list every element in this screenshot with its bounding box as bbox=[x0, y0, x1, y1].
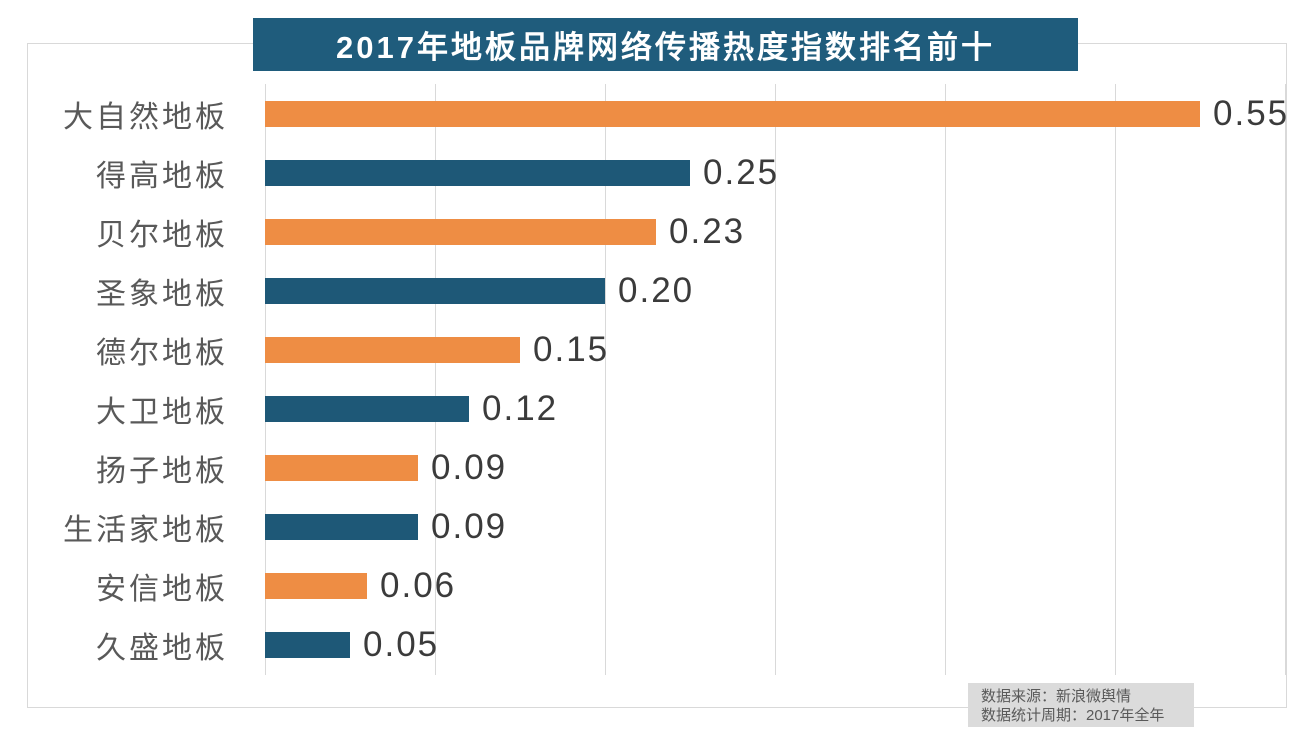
gridline bbox=[945, 84, 946, 675]
value-label: 0.12 bbox=[482, 389, 559, 429]
bar-row: 0.05 bbox=[265, 616, 1285, 675]
value-label: 0.09 bbox=[431, 448, 508, 488]
bar-row: 0.06 bbox=[265, 557, 1285, 616]
source-note-line2: 数据统计周期：2017年全年 bbox=[981, 707, 1165, 724]
category-label: 大自然地板 bbox=[63, 100, 228, 134]
category-axis: 大自然地板得高地板贝尔地板圣象地板德尔地板大卫地板扬子地板生活家地板安信地板久盛… bbox=[28, 84, 228, 675]
category-label: 得高地板 bbox=[96, 159, 228, 193]
gridline bbox=[605, 84, 606, 675]
category-label: 扬子地板 bbox=[96, 455, 228, 489]
bar-row: 0.55 bbox=[265, 84, 1287, 143]
bar-row: 0.25 bbox=[265, 143, 1285, 202]
gridline bbox=[435, 84, 436, 675]
bar bbox=[265, 514, 418, 541]
source-note: 数据来源：新浪微舆情 数据统计周期：2017年全年 bbox=[968, 683, 1194, 727]
bar bbox=[265, 100, 1200, 127]
gridline bbox=[265, 84, 266, 675]
bar-row: 0.12 bbox=[265, 380, 1285, 439]
value-label: 0.05 bbox=[363, 625, 440, 665]
bar-row: 0.20 bbox=[265, 261, 1285, 320]
plot-area: 0.55 0.25 0.23 0.20 0.15 0.12 0.09 0.09 0.06 0.05 bbox=[265, 84, 1287, 675]
category-label: 大卫地板 bbox=[96, 396, 228, 430]
bar bbox=[265, 455, 418, 482]
value-label: 0.23 bbox=[669, 211, 746, 251]
gridline bbox=[775, 84, 776, 675]
gridline bbox=[1285, 84, 1286, 675]
value-label: 0.09 bbox=[431, 507, 508, 547]
chart-title: 2017年地板品牌网络传播热度指数排名前十 bbox=[253, 18, 1078, 71]
value-label: 0.06 bbox=[380, 566, 457, 606]
category-label: 久盛地板 bbox=[96, 632, 228, 666]
value-label: 0.55 bbox=[1213, 93, 1290, 133]
bar bbox=[265, 159, 690, 186]
bar-row: 0.09 bbox=[265, 439, 1285, 498]
bar bbox=[265, 573, 367, 600]
gridline bbox=[1115, 84, 1116, 675]
bar-row: 0.09 bbox=[265, 498, 1285, 557]
category-label: 生活家地板 bbox=[63, 514, 228, 548]
bar bbox=[265, 396, 469, 423]
category-label: 德尔地板 bbox=[96, 336, 228, 370]
bar bbox=[265, 218, 656, 245]
value-label: 0.25 bbox=[703, 152, 780, 192]
bar-row: 0.15 bbox=[265, 320, 1285, 379]
value-label: 0.20 bbox=[618, 270, 695, 310]
category-label: 贝尔地板 bbox=[96, 218, 228, 252]
category-label: 圣象地板 bbox=[96, 277, 228, 311]
bar bbox=[265, 277, 605, 304]
source-note-line1: 数据来源：新浪微舆情 bbox=[981, 688, 1132, 705]
bar bbox=[265, 632, 350, 659]
category-label: 安信地板 bbox=[96, 573, 228, 607]
value-label: 0.15 bbox=[533, 329, 610, 369]
bar bbox=[265, 336, 520, 363]
bar-row: 0.23 bbox=[265, 202, 1285, 261]
chart-title-text: 2017年地板品牌网络传播热度指数排名前十 bbox=[336, 30, 995, 65]
